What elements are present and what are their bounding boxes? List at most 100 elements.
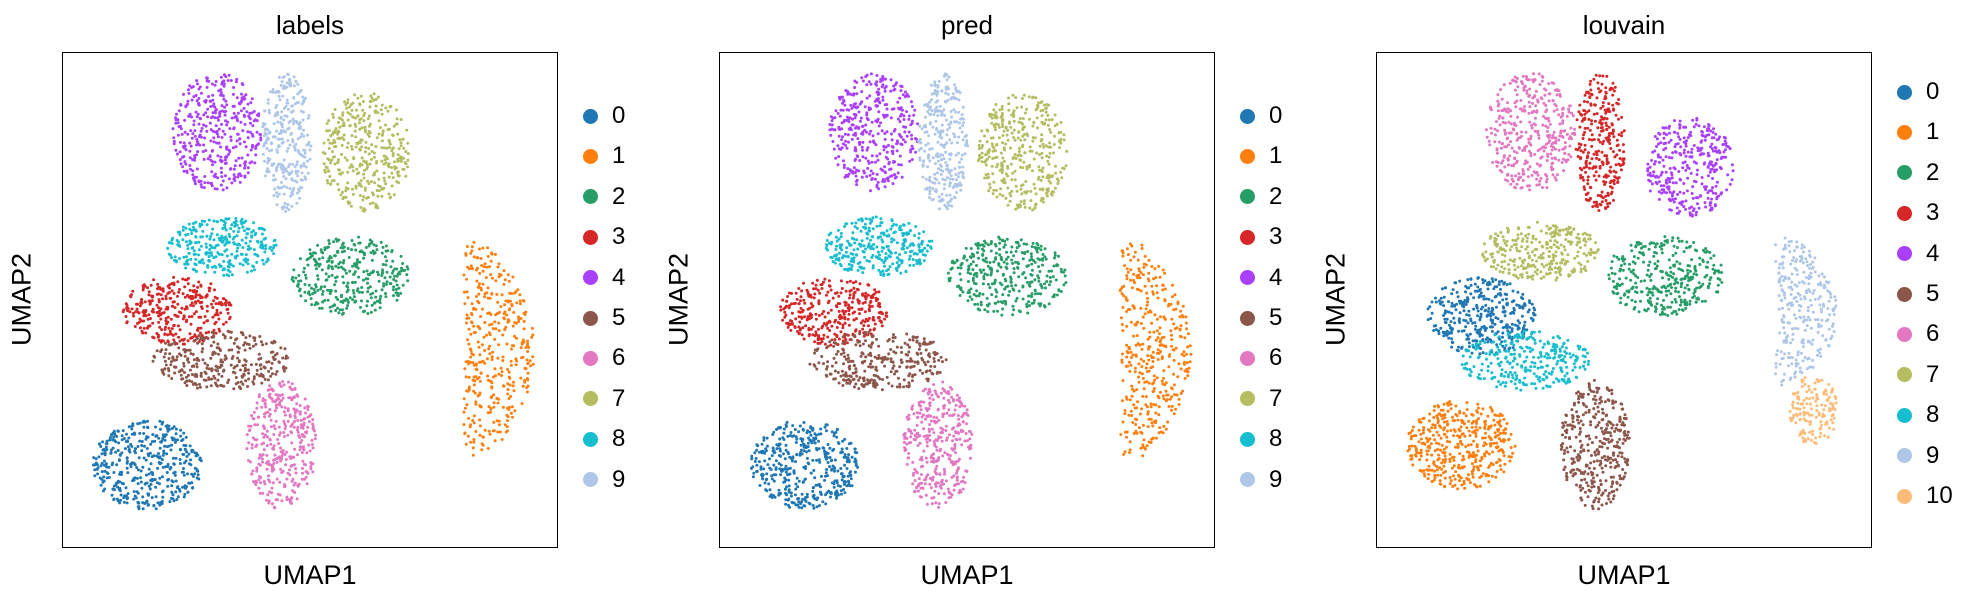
scatter-point [989, 242, 993, 246]
scatter-point [352, 272, 356, 276]
scatter-point [1182, 362, 1186, 366]
scatter-point [833, 332, 837, 336]
scatter-point [350, 134, 354, 138]
scatter-point [266, 493, 270, 497]
scatter-point [146, 326, 149, 330]
scatter-point [1174, 407, 1178, 411]
scatter-point [212, 340, 216, 344]
scatter-point [273, 427, 277, 431]
scatter-point [998, 237, 1002, 241]
scatter-point [334, 264, 338, 268]
scatter-point [386, 249, 390, 253]
scatter-point [164, 294, 168, 298]
scatter-point [380, 146, 384, 150]
scatter-point [195, 137, 199, 141]
scatter-point [467, 387, 471, 391]
scatter-point [798, 328, 802, 332]
scatter-point [276, 498, 280, 502]
scatter-point [263, 433, 267, 437]
scatter-point [261, 460, 264, 464]
scatter-point [316, 277, 320, 281]
scatter-point [295, 180, 299, 184]
scatter-point [237, 360, 241, 364]
scatter-point [277, 192, 281, 196]
scatter-point [222, 273, 226, 277]
scatter-point [210, 335, 214, 339]
scatter-point [318, 262, 322, 266]
scatter-point [523, 378, 527, 382]
scatter-point [1170, 404, 1174, 408]
scatter-point [1156, 296, 1160, 300]
scatter-point [217, 236, 221, 240]
scatter-point [467, 375, 471, 379]
scatter-point [1035, 250, 1039, 254]
scatter-point [375, 205, 379, 208]
scatter-point [351, 101, 355, 105]
scatter-point [300, 186, 304, 190]
scatter-point [826, 290, 830, 294]
scatter-point [172, 142, 176, 146]
scatter-point [817, 327, 820, 331]
scatter-point [494, 279, 498, 283]
scatter-point [102, 475, 106, 479]
scatter-point [341, 308, 344, 312]
scatter-point [210, 82, 214, 86]
scatter-point [789, 302, 793, 306]
scatter-point [323, 285, 327, 289]
scatter-point [775, 428, 778, 431]
scatter-point [500, 438, 504, 441]
scatter-point [174, 432, 178, 436]
scatter-point [956, 266, 960, 270]
scatter-point [338, 168, 342, 172]
scatter-point [124, 302, 128, 306]
scatter-point [404, 174, 408, 178]
scatter-point [873, 288, 877, 292]
scatter-point [277, 144, 281, 148]
scatter-point [257, 226, 261, 230]
scatter-point [783, 315, 787, 319]
scatter-point [263, 159, 266, 163]
scatter-point [1183, 336, 1187, 340]
scatter-point [204, 242, 208, 246]
scatter-point [501, 355, 505, 359]
scatter-point [210, 302, 213, 306]
scatter-point [780, 469, 784, 473]
scatter-point [203, 370, 207, 374]
scatter-point [396, 157, 400, 161]
scatter-point [258, 363, 262, 367]
scatter-point [314, 433, 317, 437]
scatter-point [235, 249, 239, 253]
scatter-point [973, 302, 977, 306]
scatter-point [225, 186, 229, 190]
scatter-point [279, 131, 283, 135]
scatter-point [204, 251, 208, 255]
scatter-point [127, 449, 131, 453]
scatter-point [847, 480, 851, 484]
cluster-4-points [828, 72, 919, 193]
scatter-point [169, 296, 173, 300]
scatter-point [198, 224, 202, 228]
scatter-point [188, 379, 191, 383]
scatter-point [337, 130, 341, 134]
scatter-point [472, 240, 476, 244]
scatter-point [302, 161, 306, 165]
scatter-point [169, 496, 173, 500]
scatter-point [276, 137, 280, 141]
scatter-point [334, 289, 338, 293]
scatter-point [784, 423, 788, 427]
scatter-point [223, 243, 227, 247]
scatter-point [392, 294, 395, 298]
scatter-point [342, 281, 346, 285]
scatter-point [470, 312, 473, 315]
scatter-point [386, 157, 389, 161]
scatter-point [759, 465, 763, 469]
scatter-point [462, 423, 466, 427]
scatter-point [215, 141, 219, 145]
scatter-point [250, 269, 253, 273]
scatter-point [282, 106, 286, 110]
scatter-point [273, 187, 277, 191]
scatter-point [800, 333, 804, 337]
scatter-point [325, 166, 329, 170]
scatter-point [301, 459, 305, 463]
scatter-point [174, 118, 178, 122]
